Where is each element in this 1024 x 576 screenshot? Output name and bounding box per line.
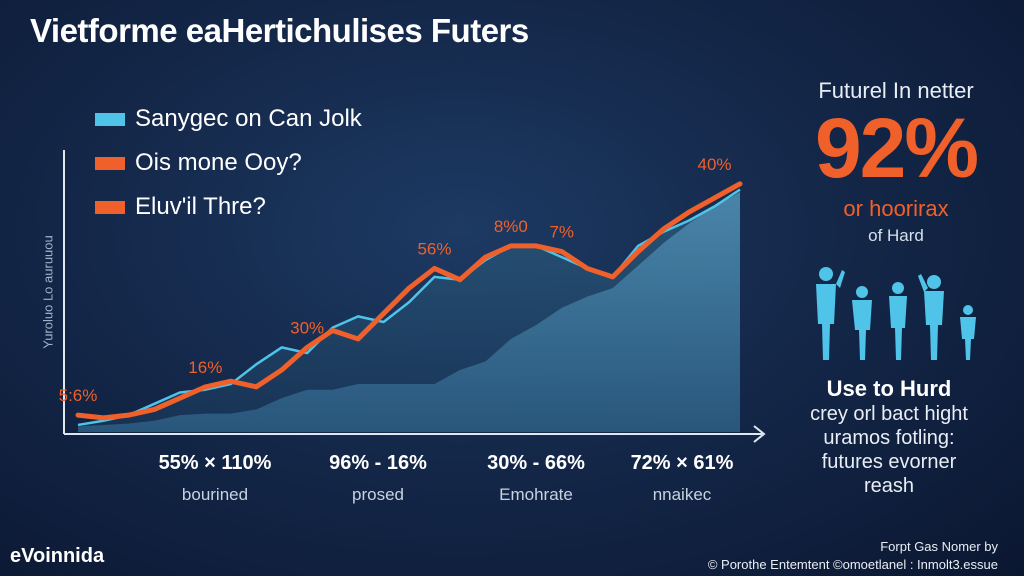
credit-line: © Porothe Entemtent ©omoetlanel : Inmolt… (707, 557, 998, 572)
category-label: bourined (181, 485, 249, 504)
series-line-orange (75, 181, 743, 421)
category-label: prosed (352, 485, 404, 504)
legend-label: Sanygec on Can Jolk (135, 105, 362, 132)
category-group: 96% - 16% prosed (288, 452, 468, 505)
stat-panel: Futurel In netter 92% or hoorirax of Har… (796, 78, 996, 246)
category-group: 30% - 66% Emohrate (446, 452, 626, 505)
data-label: 16% (188, 358, 222, 377)
category-group: 55% × 110% bourined (125, 452, 305, 505)
category-label: Emohrate (499, 485, 573, 504)
stat-heading: Futurel In netter (818, 78, 974, 103)
area-lower (78, 192, 740, 432)
category-range: 72% × 61% (630, 452, 734, 474)
category-range: 55% × 110% (158, 452, 272, 474)
people-silhouette-icon (816, 267, 976, 360)
data-label: 8%0 (494, 217, 528, 236)
brand-logo-text: eVoinnida (10, 545, 105, 567)
legend-item-orange-2: Eluv'il Thre? (95, 185, 362, 229)
info-line: reash (863, 475, 915, 497)
category-range: 30% - 66% (487, 452, 585, 474)
info-panel: Use to Hurd crey orl bact hight uramos f… (794, 376, 984, 498)
legend-swatch-orange (95, 156, 125, 170)
stat-caption: of Hard (868, 226, 924, 245)
category-group: 72% × 61% nnaikec (592, 452, 772, 505)
stat-subtitle: or hoorirax (843, 196, 949, 221)
legend-label: Ois mone Ooy? (135, 149, 302, 176)
chart-title: Vietforme eaHertichulises Futers (30, 12, 529, 49)
info-line: uramos fotling: (823, 427, 955, 449)
info-line: crey orl bact hight (810, 403, 968, 425)
data-label: 56% (417, 239, 451, 258)
data-label: 40% (698, 155, 732, 174)
legend-swatch-orange (95, 200, 125, 214)
legend-item-cyan: Sanygec on Can Jolk (95, 97, 362, 141)
legend-item-orange: Ois mone Ooy? (95, 141, 362, 185)
legend-label: Eluv'il Thre? (135, 193, 266, 220)
stat-big-number: 92% (814, 101, 979, 195)
series-line-cyan (77, 188, 741, 427)
category-label: nnaikec (652, 485, 712, 504)
category-range: 96% - 16% (329, 452, 427, 474)
x-axis-arrow (753, 425, 766, 443)
legend-swatch-cyan (95, 112, 125, 126)
legend: Sanygec on Can Jolk Ois mone Ooy? Eluv'i… (95, 97, 362, 229)
data-label: 5:6% (59, 386, 98, 405)
info-heading: Use to Hurd (826, 376, 952, 401)
data-label: 7% (549, 223, 574, 242)
data-label: 30% (290, 318, 324, 337)
info-line: futures evorner (821, 451, 957, 473)
credit-line: Forpt Gas Nomer by (880, 539, 998, 554)
